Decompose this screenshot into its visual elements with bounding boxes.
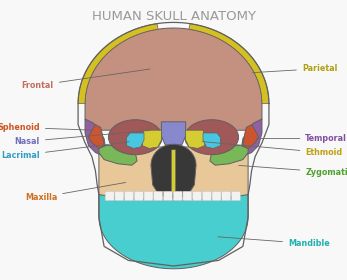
Text: Mandible: Mandible xyxy=(218,237,330,248)
Polygon shape xyxy=(203,133,220,148)
FancyBboxPatch shape xyxy=(202,191,211,201)
FancyBboxPatch shape xyxy=(231,191,240,201)
FancyBboxPatch shape xyxy=(134,191,143,201)
FancyBboxPatch shape xyxy=(115,191,124,201)
FancyBboxPatch shape xyxy=(212,191,221,201)
Polygon shape xyxy=(189,24,269,104)
Text: HUMAN SKULL ANATOMY: HUMAN SKULL ANATOMY xyxy=(92,10,255,23)
Polygon shape xyxy=(99,195,248,269)
FancyBboxPatch shape xyxy=(173,191,182,201)
Polygon shape xyxy=(161,122,186,147)
Text: Temporal: Temporal xyxy=(256,134,347,143)
FancyBboxPatch shape xyxy=(144,191,153,201)
Polygon shape xyxy=(85,28,262,130)
FancyBboxPatch shape xyxy=(163,191,172,201)
FancyBboxPatch shape xyxy=(183,191,192,201)
Text: Lacrimal: Lacrimal xyxy=(1,142,129,160)
Polygon shape xyxy=(241,119,262,155)
Polygon shape xyxy=(99,147,248,200)
Polygon shape xyxy=(142,130,161,148)
Polygon shape xyxy=(85,119,106,155)
Polygon shape xyxy=(127,133,144,148)
Polygon shape xyxy=(210,146,248,165)
Polygon shape xyxy=(99,146,137,165)
Text: Zygomatic: Zygomatic xyxy=(239,165,347,177)
Text: Maxilla: Maxilla xyxy=(25,183,126,202)
Text: Sphenoid: Sphenoid xyxy=(0,123,91,132)
FancyBboxPatch shape xyxy=(193,191,202,201)
Polygon shape xyxy=(151,144,196,199)
Text: Ethmoid: Ethmoid xyxy=(202,142,342,157)
FancyBboxPatch shape xyxy=(154,191,163,201)
Polygon shape xyxy=(171,150,176,196)
Ellipse shape xyxy=(108,120,162,155)
Polygon shape xyxy=(243,125,259,148)
Text: Frontal: Frontal xyxy=(22,69,150,90)
Polygon shape xyxy=(78,24,158,104)
Text: Parietal: Parietal xyxy=(253,64,337,73)
FancyBboxPatch shape xyxy=(222,191,231,201)
FancyBboxPatch shape xyxy=(105,191,114,201)
Ellipse shape xyxy=(185,120,239,155)
Text: Nasal: Nasal xyxy=(15,130,150,146)
Polygon shape xyxy=(88,125,104,148)
FancyBboxPatch shape xyxy=(125,191,134,201)
Polygon shape xyxy=(186,130,205,148)
